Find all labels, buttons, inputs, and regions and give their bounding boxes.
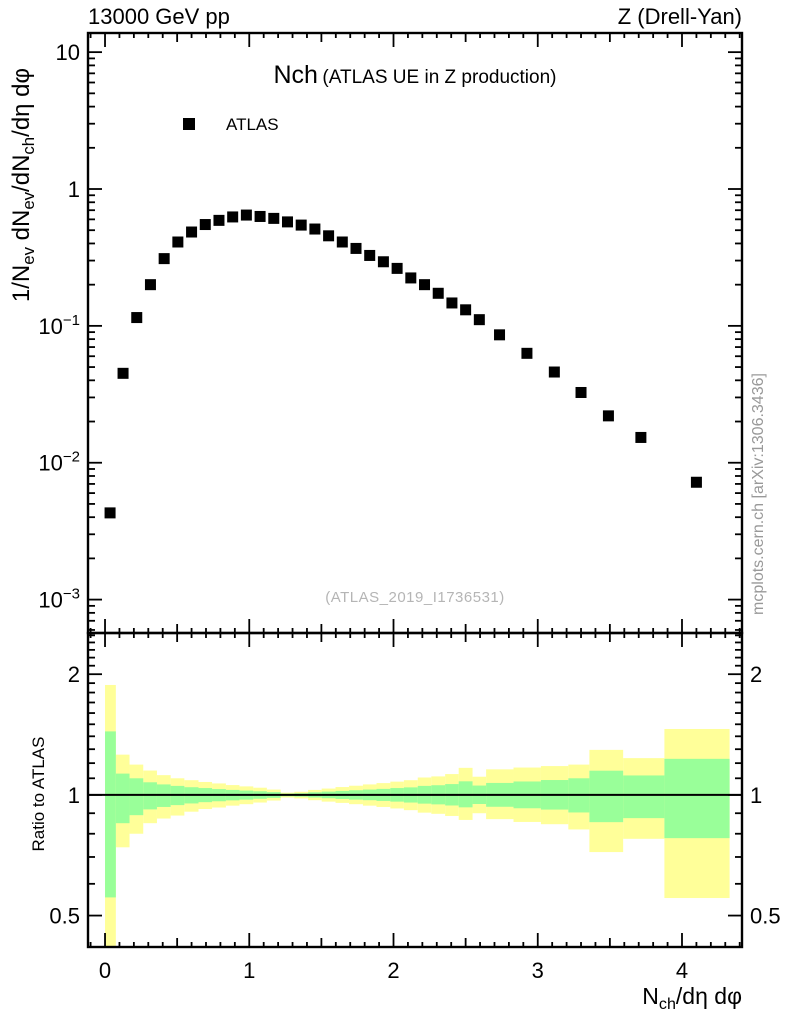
legend-marker-square — [183, 118, 195, 130]
x-tick-label: 0 — [99, 958, 111, 983]
data-point-square — [240, 209, 252, 221]
ratio-band-inner — [115, 773, 130, 824]
data-point-square — [432, 287, 444, 299]
data-point-square — [117, 367, 129, 379]
x-axis-title: Nch/dη dφ — [642, 983, 742, 1013]
main-y-tick-label: 1 — [68, 177, 80, 202]
ratio-y-tick-label-right: 2 — [750, 662, 762, 687]
data-point-square — [158, 253, 170, 265]
mcplots-arxiv-note: mcplots.cern.ch [arXiv:1306.3436] — [750, 373, 767, 615]
analysis-watermark: (ATLAS_2019_I1736531) — [325, 589, 505, 606]
data-point-square — [336, 236, 348, 248]
data-point-square — [323, 230, 335, 242]
data-point-square — [419, 279, 431, 291]
x-tick-label: 4 — [676, 958, 688, 983]
ratio-y-tick-label-left: 0.5 — [49, 904, 80, 929]
legend-label-atlas: ATLAS — [226, 115, 279, 134]
data-point-square — [350, 242, 362, 254]
x-tick-label: 3 — [532, 958, 544, 983]
data-point-square — [377, 256, 389, 268]
data-point-square — [199, 219, 211, 231]
data-point-square — [548, 366, 560, 378]
data-point-square — [227, 211, 239, 223]
ratio-band-inner — [129, 778, 144, 816]
data-point-square — [281, 216, 293, 228]
data-point-square — [446, 297, 458, 309]
data-point-square — [104, 507, 116, 519]
ratio-y-tick-label-right: 0.5 — [750, 904, 781, 929]
ratio-y-axis-title: Ratio to ATLAS — [29, 736, 48, 852]
data-point-square — [405, 272, 417, 284]
data-point-square — [364, 249, 376, 261]
data-point-square — [172, 236, 184, 248]
header-process: Z (Drell-Yan) — [617, 4, 742, 29]
ratio-y-tick-label-left: 1 — [68, 783, 80, 808]
plot-title: Nch (ATLAS UE in Z production) — [88, 61, 742, 90]
data-point-square — [473, 314, 485, 326]
main-y-axis-title: 1/Nev dNev/dNch/dη dφ — [8, 67, 39, 303]
data-point-square — [391, 262, 403, 274]
plot-title-detail: (ATLAS UE in Z production) — [322, 67, 557, 88]
ratio-band-inner — [105, 731, 116, 898]
main-y-tick-label: 10 — [56, 40, 80, 65]
data-point-square — [213, 214, 225, 226]
ratio-y-tick-label-right: 1 — [750, 783, 762, 808]
data-point-square — [602, 410, 614, 422]
x-tick-label: 2 — [387, 958, 399, 983]
header-beam-energy: 13000 GeV pp — [88, 4, 230, 29]
main-y-tick-label: 10−2 — [38, 449, 80, 476]
data-point-square — [575, 386, 587, 398]
plot-title-observable: Nch — [273, 61, 318, 89]
ratio-band-inner — [623, 775, 665, 819]
data-point-square — [309, 223, 321, 235]
ratio-band-inner — [589, 770, 624, 823]
data-point-square — [131, 312, 143, 324]
data-point-square — [254, 210, 266, 222]
data-point-square — [268, 212, 280, 224]
data-point-square — [494, 329, 506, 341]
ratio-y-tick-label-left: 2 — [68, 662, 80, 687]
main-y-tick-label: 10−1 — [38, 312, 80, 339]
data-point-square — [295, 219, 307, 231]
ratio-panel-frame — [86, 631, 744, 949]
data-point-square — [521, 347, 533, 359]
data-point-square — [635, 431, 647, 443]
ratio-band-inner — [664, 758, 730, 839]
main-y-tick-label: 10−3 — [38, 586, 80, 613]
data-point-square — [144, 279, 156, 291]
data-point-square — [460, 304, 472, 316]
x-tick-label: 1 — [243, 958, 255, 983]
data-point-square — [186, 226, 198, 238]
data-point-square — [690, 476, 702, 488]
